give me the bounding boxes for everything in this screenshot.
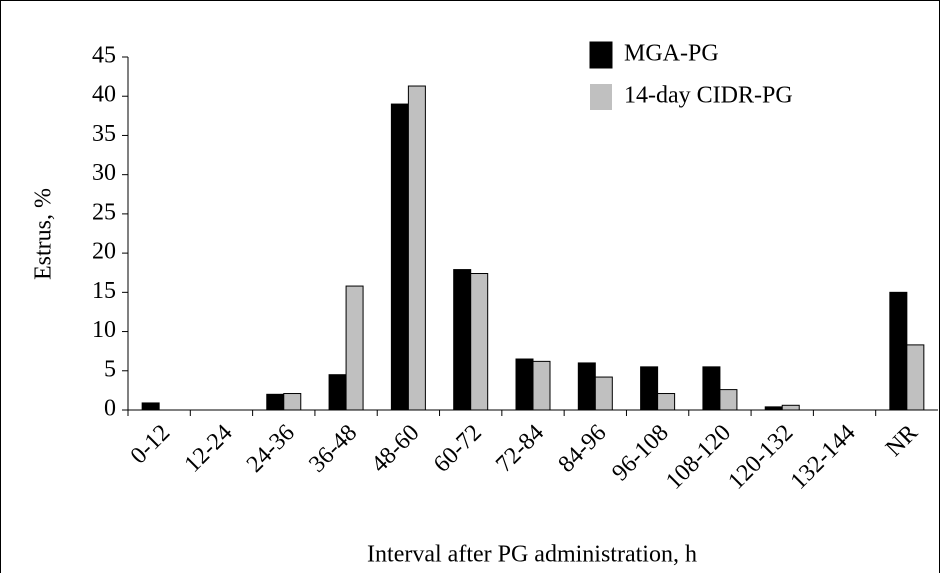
bar — [657, 393, 676, 411]
y-tick-label: 25 — [92, 199, 116, 225]
x-tick-label: 12-24 — [180, 420, 238, 478]
bar — [266, 393, 285, 411]
bar — [141, 402, 160, 411]
legend-swatch — [589, 41, 613, 69]
x-tick-label: 0-12 — [126, 420, 176, 470]
x-tick-label: 84-96 — [553, 420, 611, 478]
bar — [702, 366, 721, 411]
bar — [577, 362, 596, 411]
bar — [719, 389, 738, 411]
bar — [407, 85, 426, 411]
bar — [781, 404, 800, 411]
x-tick-label: 72-84 — [491, 420, 549, 478]
y-tick-label: 45 — [92, 43, 116, 69]
x-tick-label: 120-132 — [723, 420, 798, 495]
legend-swatch — [590, 84, 612, 110]
y-tick-label: 10 — [92, 317, 116, 343]
bar — [283, 393, 302, 411]
bar — [889, 291, 908, 411]
x-tick-label: 108-120 — [661, 420, 736, 495]
y-tick-label: 40 — [92, 82, 116, 108]
bar — [640, 366, 659, 411]
y-tick-label: 35 — [92, 121, 116, 147]
y-tick-label: 5 — [104, 356, 116, 382]
x-tick-label: 60-72 — [429, 420, 487, 478]
bar — [594, 376, 613, 411]
y-tick-label: 15 — [92, 278, 116, 304]
legend-label: MGA-PG — [624, 41, 719, 67]
x-tick-label: 36-48 — [304, 420, 362, 478]
bar — [906, 344, 925, 411]
y-axis-label: Estrus, % — [31, 188, 57, 280]
bar — [345, 285, 364, 411]
y-tick-label: 0 — [104, 396, 116, 422]
bar — [328, 374, 347, 411]
y-tick-label: 20 — [92, 239, 116, 265]
legend-label: 14-day CIDR-PG — [624, 83, 793, 109]
bar — [515, 358, 534, 411]
x-tick-label: 24-36 — [242, 420, 300, 478]
bar — [470, 273, 489, 411]
bar — [390, 103, 409, 411]
x-tick-label: 48-60 — [367, 420, 425, 478]
x-tick-label: 132-144 — [786, 420, 861, 495]
x-axis-label: Interval after PG administration, h — [367, 542, 697, 568]
y-tick-label: 30 — [92, 160, 116, 186]
x-tick-label: NR — [881, 420, 923, 462]
bar — [532, 360, 551, 411]
bar — [453, 269, 472, 411]
